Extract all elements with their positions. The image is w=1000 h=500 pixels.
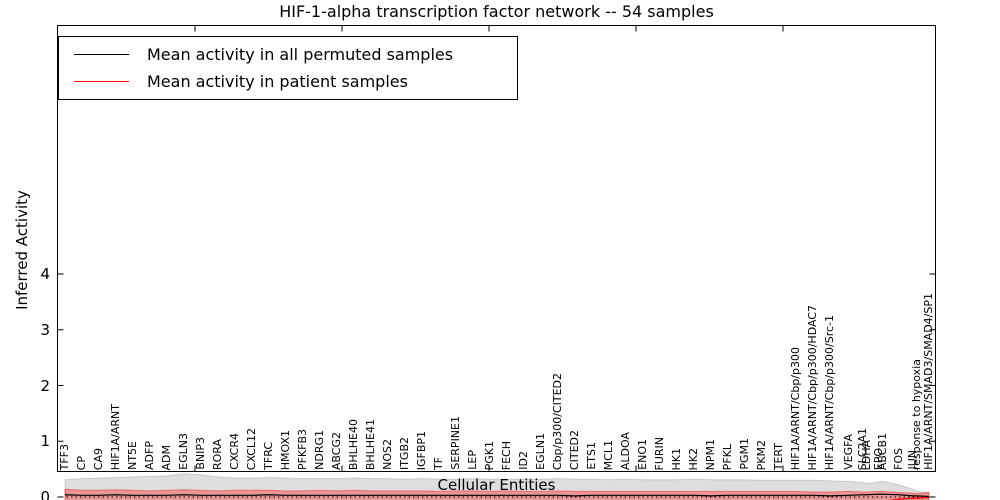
legend: Mean activity in all permuted samples Me…: [58, 36, 518, 100]
x-tick-label: ETS1: [585, 442, 598, 470]
y-tick-label: 1: [40, 432, 50, 451]
x-tick-label: EGLN1: [534, 433, 547, 470]
x-tick-label: PGK1: [483, 440, 496, 470]
axes-spines: [57, 25, 936, 472]
x-tick-label: PFKL: [721, 443, 734, 470]
x-axis-label: Cellular Entities: [437, 476, 556, 494]
patient-line-swatch: [74, 80, 129, 82]
x-tick-label: ADM: [160, 444, 173, 471]
x-tick-label: HK1: [670, 447, 683, 470]
x-tick-label: ENO1: [636, 439, 649, 470]
x-tick-label: NPM1: [704, 438, 717, 470]
y-tick-label: 4: [40, 265, 50, 283]
x-tick-label: NDRG1: [313, 430, 326, 470]
x-tick-label: IGFBP1: [415, 430, 428, 470]
x-tick-label: FURIN: [653, 436, 666, 471]
x-tick-label: CA9: [92, 447, 105, 470]
legend-item-permuted: Mean activity in all permuted samples: [59, 42, 517, 68]
y-tick-label: 3: [40, 320, 50, 339]
x-tick-label: ALDOA: [619, 431, 632, 470]
x-tick-label: PFKFB3: [296, 428, 309, 470]
x-tick-label: ADFP: [143, 441, 156, 470]
x-tick-label: EGLN3: [177, 433, 190, 470]
x-tick-label: HIF1A/ARNT/Cbp/p300: [789, 346, 802, 470]
permuted-mean-line: [64, 493, 930, 498]
chart-title: HIF-1-alpha transcription factor network…: [279, 2, 714, 21]
x-tick-label: BHLHE41: [364, 418, 377, 470]
x-tick-label: HIF1A/ARNT/Cbp/p300/Src-1: [823, 314, 836, 470]
x-tick-label: TFF3: [58, 443, 71, 470]
legend-label: Mean activity in all permuted samples: [147, 45, 454, 65]
y-tick-label: 2: [40, 376, 50, 395]
permuted-samples-range-band: [64, 473, 930, 500]
x-tick-label: BHLHE40: [347, 418, 360, 470]
x-tick-label: CP: [75, 455, 88, 470]
legend-item-patient: Mean activity in patient samples: [59, 68, 517, 94]
x-tick-label: PKM2: [755, 439, 768, 470]
x-tick-label: TERT: [772, 442, 785, 470]
x-tick-label: BNIP3: [194, 437, 207, 470]
x-tick-label: HK2: [687, 447, 700, 470]
x-tick-label: Cbp/p300/CITED2: [551, 372, 564, 470]
x-tick-label: ABCG2: [330, 431, 343, 470]
x-tick-label: VEGFA: [842, 434, 855, 470]
x-tick-label: MCL1: [602, 439, 615, 470]
x-tick-label: ID2: [517, 451, 530, 470]
x-tick-label: HMOX1: [279, 429, 292, 470]
x-tick-label: ABCB1: [876, 432, 889, 470]
x-tick-label: CITED2: [568, 429, 581, 470]
x-tick-label: RORA: [211, 438, 224, 470]
x-tick-label: NT5E: [126, 441, 139, 470]
patient-samples-range-band: [64, 488, 930, 500]
x-tick-label: NOS2: [381, 439, 394, 470]
x-tick-label: HIF1A/ARNT/SMAD3/SMAD4/SP1: [922, 293, 935, 470]
x-tick-label: ITGB2: [398, 436, 411, 470]
y-tick-label: 0: [40, 488, 50, 500]
x-tick-label: PGM1: [738, 438, 751, 470]
legend-label: Mean activity in patient samples: [147, 71, 408, 91]
permuted-line-swatch: [74, 54, 129, 56]
x-tick-label: HIF1A/ARNT: [109, 403, 122, 470]
x-tick-label: HIF1A/ARNT/Cbp/p300/HDAC7: [806, 304, 819, 471]
y-axis-label: Inferred Activity: [13, 190, 31, 310]
x-tick-label: SERPINE1: [449, 416, 462, 470]
x-tick-label: LEP: [466, 450, 479, 470]
x-tick-label: FECH: [500, 440, 513, 470]
x-tick-label: CXCR4: [228, 433, 241, 470]
x-tick-label: CXCL12: [245, 427, 258, 470]
x-tick-label: FOS: [892, 448, 905, 470]
x-tick-label: TF: [432, 456, 445, 470]
x-tick-label: TFRC: [262, 442, 275, 470]
